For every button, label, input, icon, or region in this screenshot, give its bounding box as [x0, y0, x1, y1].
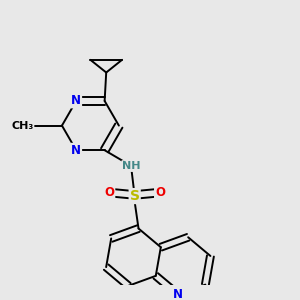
Text: N: N: [71, 94, 81, 107]
Text: S: S: [130, 189, 140, 203]
Text: N: N: [71, 144, 81, 157]
Text: N: N: [173, 288, 183, 300]
Text: O: O: [104, 186, 114, 200]
Text: NH: NH: [122, 161, 141, 171]
Text: O: O: [155, 186, 165, 200]
Text: CH₃: CH₃: [11, 121, 34, 130]
